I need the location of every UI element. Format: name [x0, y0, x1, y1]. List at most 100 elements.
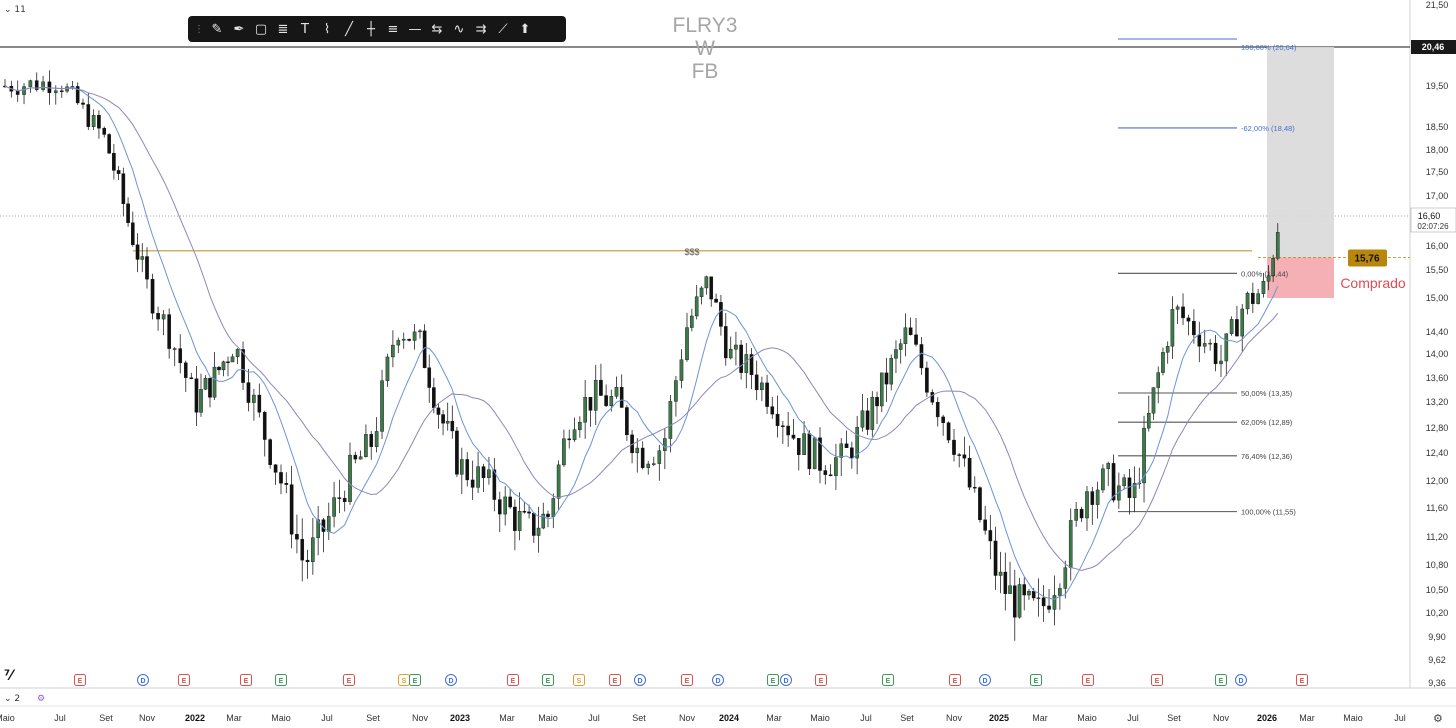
candle-body: [704, 276, 709, 289]
candle-body: [619, 386, 624, 408]
candle-body: [1008, 585, 1012, 594]
candle-body: [348, 454, 352, 502]
fib-label: 62,00% (12,89): [1241, 418, 1293, 427]
lines-icon[interactable]: ≡: [387, 21, 399, 37]
tradingview-logo-icon[interactable]: ⁷⁄: [4, 668, 13, 684]
event-marker-letter: E: [1300, 678, 1305, 685]
candle-body: [75, 86, 80, 104]
text-icon[interactable]: T: [301, 21, 309, 37]
candle-body: [1095, 489, 1100, 505]
candle-body: [199, 389, 203, 413]
candle-body: [567, 438, 572, 441]
candle-body: [172, 348, 177, 350]
resistance-label: $$$: [684, 247, 699, 257]
candle-body: [870, 397, 875, 430]
candle-body: [879, 372, 884, 407]
event-earnings-marker: [1082, 674, 1094, 686]
candle-body: [208, 377, 212, 398]
event-earnings-marker: [815, 674, 827, 686]
candle-body: [889, 358, 894, 385]
event-earnings-marker: [767, 674, 779, 686]
fib-icon[interactable]: ≣: [277, 21, 289, 37]
event-earnings-marker: [1215, 674, 1227, 686]
candle-body: [1151, 387, 1156, 414]
range-icon[interactable]: ⇆: [431, 21, 443, 37]
x-tick-label: Maio: [538, 713, 558, 723]
candle-body: [781, 425, 785, 427]
candle-body: [326, 516, 331, 532]
y-tick-label: 13,60: [1426, 373, 1449, 383]
candle-body: [593, 379, 598, 411]
candle-body: [714, 298, 718, 303]
y-tick-label: 10,20: [1426, 608, 1449, 618]
path-icon[interactable]: ⌇: [323, 21, 331, 37]
hline-icon[interactable]: —: [408, 21, 422, 37]
pen-icon[interactable]: ✒: [233, 21, 245, 37]
candle-body: [1235, 319, 1239, 337]
candle-body: [914, 334, 918, 345]
candle-body: [1256, 293, 1260, 304]
candle-body: [1251, 292, 1255, 304]
candle-body: [663, 438, 667, 451]
trendline-icon[interactable]: ╱: [345, 21, 353, 37]
fib-label: 100,00% (20,64): [1241, 43, 1297, 52]
event-marker-letter: S: [577, 678, 582, 685]
entry-price-label: 15,76: [1354, 254, 1379, 265]
candle-body: [908, 327, 913, 336]
candle-body: [1208, 342, 1212, 345]
candle-body: [513, 506, 517, 531]
candle-body: [884, 372, 889, 385]
candle-body: [241, 349, 245, 383]
candle-body: [1036, 597, 1041, 600]
x-tick-label: Mar: [226, 713, 242, 723]
event-marker-letter: E: [685, 678, 690, 685]
rectangle-icon[interactable]: ▢: [254, 21, 268, 37]
candle-body: [353, 454, 358, 460]
candle-body: [450, 420, 455, 432]
candle-body: [332, 497, 336, 517]
event-earnings-marker: [275, 674, 287, 686]
ticker-symbol: FLRY3: [672, 14, 738, 37]
ticker-interval: W: [695, 37, 715, 60]
measure-icon[interactable]: ⟋: [498, 21, 508, 37]
pattern-icon[interactable]: ∿: [453, 21, 465, 37]
marker-icon[interactable]: ⬆: [519, 21, 531, 37]
x-tick-label: Set: [366, 713, 380, 723]
candle-body: [807, 433, 812, 470]
x-tick-label: 2023: [450, 713, 470, 723]
x-tick-label: Jul: [321, 713, 333, 723]
cross-line-icon[interactable]: ┼: [367, 21, 375, 37]
candle-body: [116, 170, 121, 174]
candle-body: [1041, 597, 1046, 607]
candle-body: [91, 114, 96, 127]
candle-body: [1261, 280, 1266, 294]
candle-body: [625, 407, 629, 436]
candle-body: [86, 104, 91, 127]
candle-body: [952, 439, 956, 455]
event-marker-letter: D: [140, 678, 145, 685]
forecast-icon[interactable]: ⇉: [475, 21, 487, 37]
interval-badge[interactable]: ⌄ 11: [4, 5, 26, 15]
candle-body: [796, 438, 801, 455]
candle-body: [734, 344, 738, 350]
candle-body: [284, 483, 289, 485]
candle-body: [541, 513, 546, 529]
gear-icon[interactable]: ⚙: [37, 694, 46, 704]
candle-body: [273, 464, 278, 473]
candle-body: [1170, 309, 1175, 347]
candle-body: [839, 443, 844, 458]
candle-body: [1165, 346, 1170, 353]
candle-body: [221, 361, 226, 371]
last-price-label: 16,60: [1418, 211, 1441, 221]
brush-icon[interactable]: ✎: [211, 21, 223, 37]
pane2-badge[interactable]: ⌄ 2 ⚙: [4, 694, 46, 704]
candle-body: [295, 534, 299, 540]
candle-body: [396, 340, 401, 346]
drawing-toolbar: ⋮ ✎ ✒ ▢ ≣ T ⌇ ╱ ┼ ≡ — ⇆ ∿ ⇉ ⟋ ⬆: [188, 16, 566, 42]
y-tick-label: 13,20: [1426, 397, 1449, 407]
x-tick-label: Nov: [679, 713, 696, 723]
settings-gear-icon[interactable]: ⚙: [1433, 712, 1443, 725]
candle-body: [268, 439, 272, 465]
candle-body: [614, 386, 619, 397]
